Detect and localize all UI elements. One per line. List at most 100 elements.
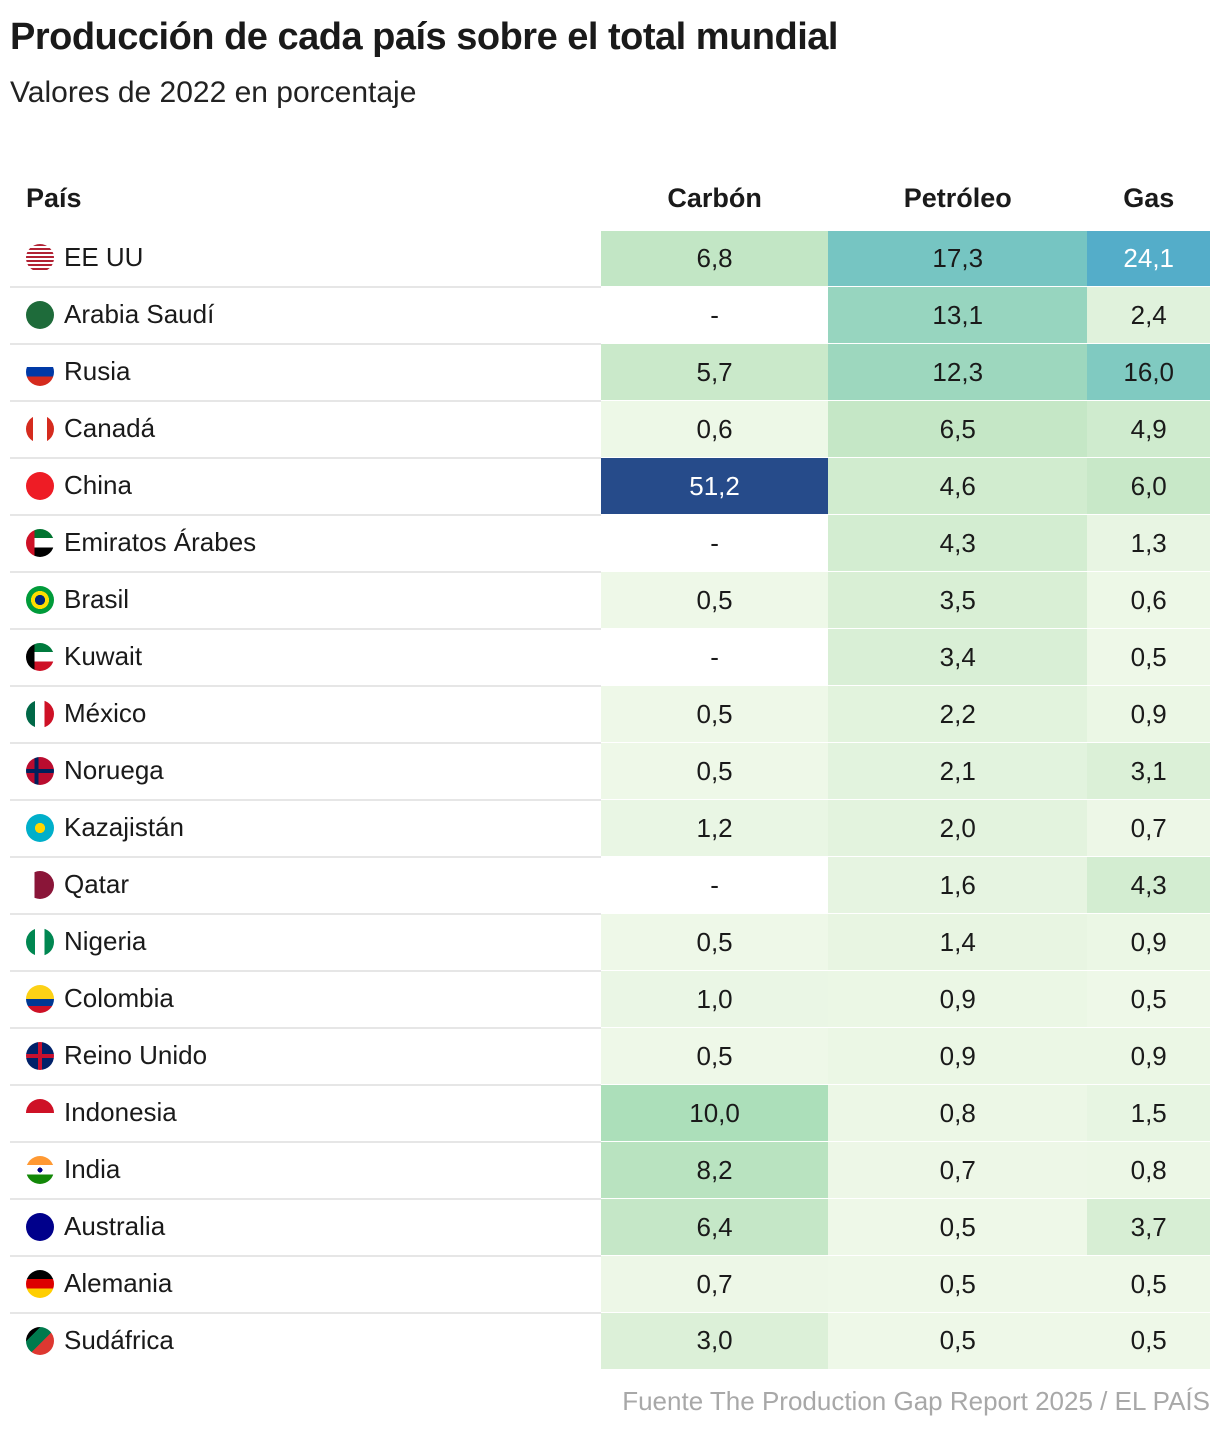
country-cell: Nigeria: [10, 912, 602, 971]
oil-cell: 3,5: [828, 571, 1088, 629]
gas-cell: 16,0: [1087, 343, 1210, 401]
oil-cell: 0,9: [828, 970, 1088, 1028]
gas-cell: 4,3: [1087, 856, 1210, 914]
table-row: Kuwait -3,4 0,5: [10, 627, 1210, 686]
oil-cell: 13,1: [828, 286, 1088, 344]
header-country: País: [26, 182, 82, 213]
data-table: País Carbón Petróleo Gas EE UU 6,8 17,3 24,…: [10, 166, 1210, 1369]
brazil-flag-icon: [26, 585, 54, 614]
gas-cell: 0,5: [1087, 628, 1210, 686]
coal-cell: 8,2: [601, 1141, 829, 1199]
coal-cell: 0,5: [601, 742, 829, 800]
gas-cell: 0,5: [1087, 970, 1210, 1028]
table-row: Noruega 0,5 2,1 3,1: [10, 741, 1210, 800]
country-name: Arabia Saudí: [64, 299, 215, 330]
coal-cell: -: [601, 286, 829, 344]
gas-cell: 0,8: [1087, 1141, 1210, 1199]
coal-cell: 0,5: [601, 685, 829, 743]
country-name: Nigeria: [64, 926, 147, 957]
country-name: Kuwait: [64, 641, 143, 672]
coal-cell: -: [601, 514, 829, 572]
oil-cell: 0,5: [828, 1198, 1088, 1256]
country-name: Sudáfrica: [64, 1325, 174, 1356]
oil-cell: 4,3: [828, 514, 1088, 572]
table-row: Alemania 0,7 0,5 0,5: [10, 1254, 1210, 1313]
country-cell: Canadá: [10, 399, 602, 458]
oil-cell: 2,2: [828, 685, 1088, 743]
table-row: Qatar -1,6 4,3: [10, 855, 1210, 914]
india-flag-icon: [26, 1155, 54, 1184]
indonesia-flag-icon: [26, 1098, 54, 1127]
coal-cell: 0,5: [601, 913, 829, 971]
kuwait-flag-icon: [26, 642, 54, 671]
oil-cell: 0,9: [828, 1027, 1088, 1085]
oil-cell: 12,3: [828, 343, 1088, 401]
country-name: Australia: [64, 1211, 166, 1242]
table-row: Canadá 0,6 6,5 4,9: [10, 399, 1210, 458]
russia-flag-icon: [26, 357, 54, 386]
gas-cell: 3,7: [1087, 1198, 1210, 1256]
country-cell: Australia: [10, 1197, 602, 1256]
oil-cell: 4,6: [828, 457, 1088, 515]
country-cell: Reino Unido: [10, 1026, 602, 1085]
country-name: México: [64, 698, 147, 729]
coal-cell: 0,5: [601, 1027, 829, 1085]
oil-cell: 3,4: [828, 628, 1088, 686]
country-name: China: [64, 470, 132, 501]
country-name: Colombia: [64, 983, 174, 1014]
coal-cell: -: [601, 628, 829, 686]
gas-cell: 0,7: [1087, 799, 1210, 857]
oil-cell: 2,1: [828, 742, 1088, 800]
norway-flag-icon: [26, 756, 54, 785]
country-cell: Rusia: [10, 342, 602, 401]
gas-cell: 1,3: [1087, 514, 1210, 572]
gas-cell: 6,0: [1087, 457, 1210, 515]
gas-cell: 0,6: [1087, 571, 1210, 629]
coal-cell: 0,5: [601, 571, 829, 629]
country-name: India: [64, 1154, 121, 1185]
country-name: Alemania: [64, 1268, 173, 1299]
country-name: Qatar: [64, 869, 130, 900]
coal-cell: 51,2: [601, 457, 829, 515]
country-cell: Kuwait: [10, 627, 602, 686]
canada-flag-icon: [26, 414, 54, 443]
country-name: Brasil: [64, 584, 130, 615]
header-gas: Gas: [1123, 182, 1175, 213]
table-row: Indonesia 10,0 0,8 1,5: [10, 1083, 1210, 1142]
table-row: India 8,2 0,7 0,8: [10, 1140, 1210, 1199]
country-cell: China: [10, 456, 602, 515]
country-cell: Indonesia: [10, 1083, 602, 1142]
oil-cell: 1,6: [828, 856, 1088, 914]
country-cell: Noruega: [10, 741, 602, 800]
coal-cell: -: [601, 856, 829, 914]
gas-cell: 1,5: [1087, 1084, 1210, 1142]
title: Producción de cada país sobre el total m…: [10, 16, 838, 58]
coal-cell: 3,0: [601, 1312, 829, 1369]
table-row: Emiratos Árabes -4,3 1,3: [10, 513, 1210, 572]
gas-cell: 0,9: [1087, 913, 1210, 971]
country-name: Indonesia: [64, 1097, 177, 1128]
coal-cell: 10,0: [601, 1084, 829, 1142]
coal-cell: 5,7: [601, 343, 829, 401]
nigeria-flag-icon: [26, 927, 54, 956]
country-name: Reino Unido: [64, 1040, 208, 1071]
oil-cell: 0,5: [828, 1312, 1088, 1369]
colombia-flag-icon: [26, 984, 54, 1013]
coal-cell: 1,0: [601, 970, 829, 1028]
qatar-flag-icon: [26, 870, 54, 899]
gas-cell: 24,1: [1087, 230, 1210, 287]
header-coal: Carbón: [667, 182, 762, 213]
oil-cell: 6,5: [828, 400, 1088, 458]
table-row: Reino Unido 0,5 0,9 0,9: [10, 1026, 1210, 1085]
table-row: Rusia 5,7 12,3 16,0: [10, 342, 1210, 401]
country-name: Canadá: [64, 413, 156, 444]
gas-cell: 3,1: [1087, 742, 1210, 800]
kazakhstan-flag-icon: [26, 813, 54, 842]
australia-flag-icon: [26, 1212, 54, 1241]
table-row: Sudáfrica 3,0 0,5 0,5: [10, 1311, 1210, 1369]
gas-cell: 0,5: [1087, 1255, 1210, 1313]
country-cell: Alemania: [10, 1254, 602, 1313]
oil-cell: 0,7: [828, 1141, 1088, 1199]
country-cell: Emiratos Árabes: [10, 513, 602, 572]
country-cell: Qatar: [10, 855, 602, 914]
